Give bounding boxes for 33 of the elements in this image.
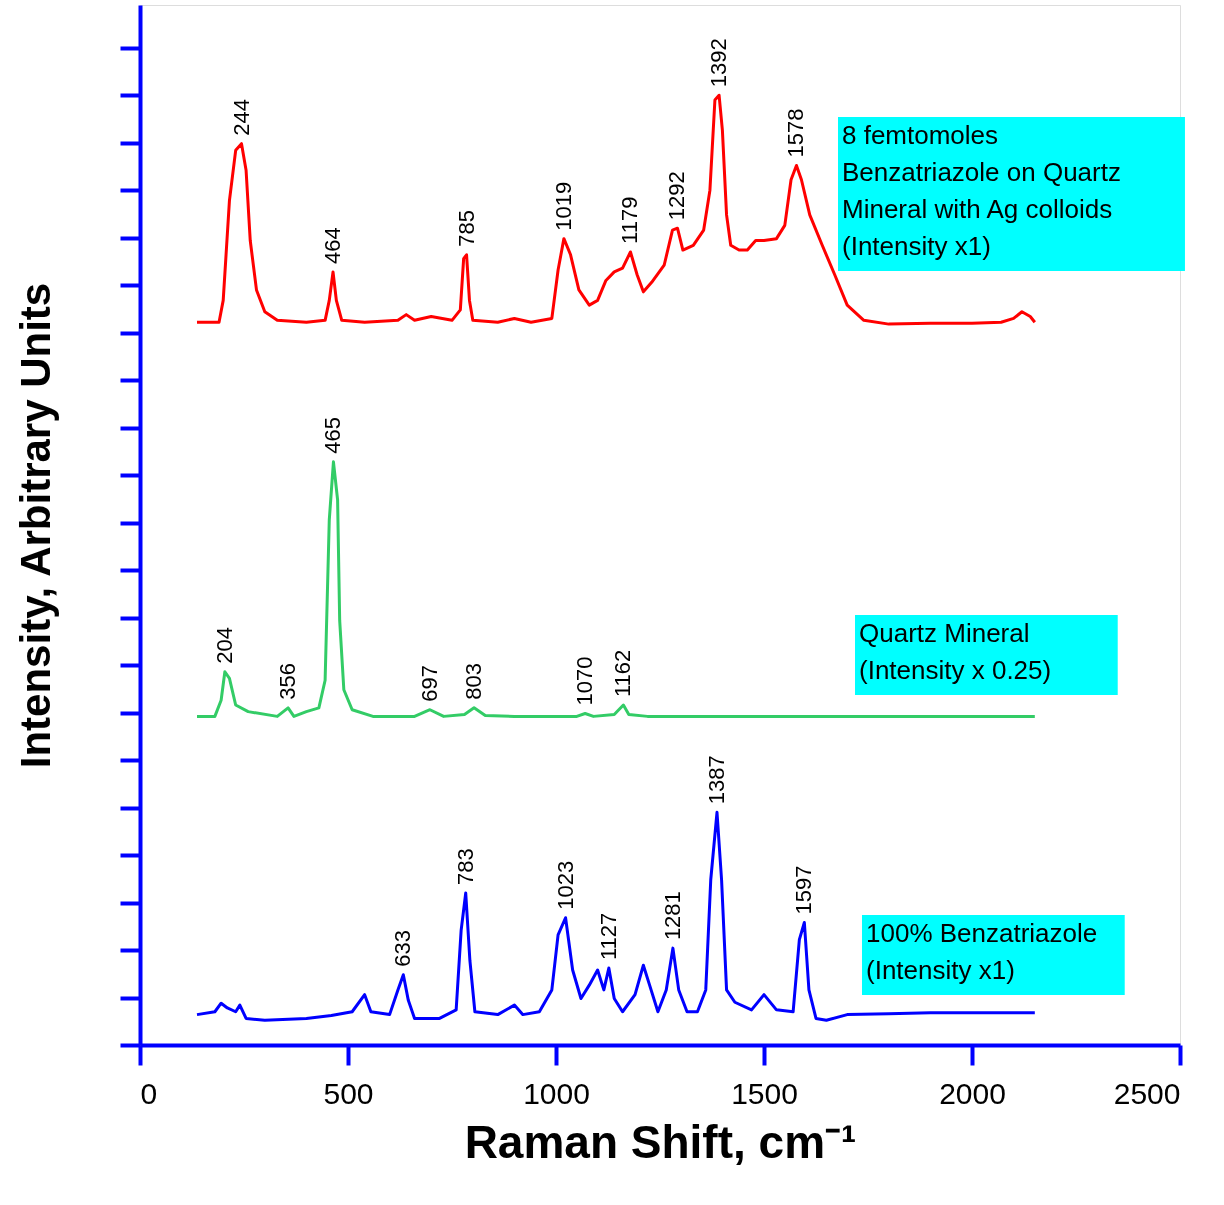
annotation: 785 (453, 210, 479, 247)
annotation: 465 (320, 417, 346, 454)
annotation: 356 (275, 663, 301, 700)
annotation: 244 (228, 98, 254, 136)
annotation: 1597 (791, 865, 817, 915)
annotation: 1281 (659, 891, 685, 941)
x-tick-label: 2000 (939, 1076, 1006, 1110)
annotation: 803 (461, 663, 487, 700)
series-label: 100% Benzatriazole (Intensity x1) (866, 918, 1098, 985)
annotation: 1387 (703, 755, 729, 805)
annotation: 1019 (550, 181, 576, 231)
x-axis-title: Raman Shift, cm⁻¹ (464, 1115, 857, 1168)
x-tick-label: 1000 (523, 1076, 590, 1110)
annotation: 1292 (664, 171, 690, 221)
annotation: 1162 (610, 649, 636, 697)
annotation: 1070 (572, 656, 598, 706)
series-label: Quartz Mineral (Intensity x 0.25) (859, 618, 1052, 685)
annotation: 697 (416, 665, 442, 702)
annotation: 1578 (783, 108, 809, 158)
annotation: 204 (211, 627, 237, 664)
x-tick-label: 500 (323, 1076, 374, 1110)
x-tick-label: 1500 (731, 1076, 798, 1110)
annotation: 1127 (595, 912, 621, 961)
annotation: 1023 (552, 860, 578, 910)
x-tick-label: 2500 (1113, 1076, 1181, 1110)
y-axis-title: Intensity, Arbitrary Units (11, 282, 59, 769)
annotation: 1179 (617, 196, 643, 244)
annotation: 783 (452, 848, 478, 886)
annotation: 633 (390, 930, 416, 967)
series-label: 8 femtomoles Benzatriazole on Quartz Mineral with Ag colloids (Intensity x1) (842, 120, 1121, 261)
annotation: 464 (320, 227, 346, 264)
annotation: 1392 (706, 38, 732, 88)
x-tick-label: 0 (140, 1076, 158, 1110)
